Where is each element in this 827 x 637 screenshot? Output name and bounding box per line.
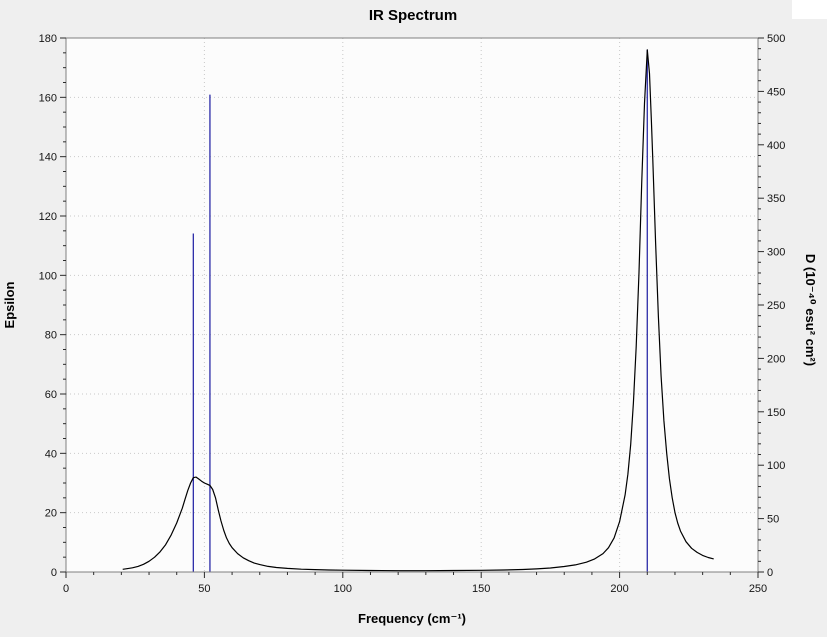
x-tick-label: 150 [472, 583, 490, 595]
window-corner [792, 0, 827, 19]
y-right-tick-label: 300 [767, 247, 785, 259]
right-axis-title: D (10⁻⁴⁰ esu² cm²) [803, 254, 818, 366]
y-right-tick-label: 0 [767, 567, 773, 579]
epsilon-curve [122, 49, 714, 572]
y-left-tick-label: 140 [39, 152, 57, 164]
y-right-tick-label: 400 [767, 140, 785, 152]
y-left-tick-label: 0 [51, 567, 57, 579]
x-axis-title: Frequency (cm⁻¹) [358, 611, 466, 626]
y-left-tick-label: 160 [39, 92, 57, 104]
y-right-tick-label: 500 [767, 33, 785, 45]
y-left-tick-label: 80 [45, 330, 57, 342]
tick-labels: 0 50 100 150 200 2500204060801001201401601800… [39, 33, 786, 595]
y-left-tick-label: 20 [45, 508, 57, 520]
chart-layers: 0 50 100 150 200 2500204060801001201401601800… [39, 0, 827, 595]
y-right-tick-label: 150 [767, 407, 785, 419]
y-right-tick-label: 350 [767, 193, 785, 205]
y-right-tick-label: 200 [767, 353, 785, 365]
x-tick-label: 0 [63, 583, 69, 595]
x-tick-label: 250 [749, 583, 767, 595]
y-right-tick-label: 250 [767, 300, 785, 312]
y-left-tick-label: 60 [45, 389, 57, 401]
y-right-tick-label: 100 [767, 460, 785, 472]
y-left-tick-label: 100 [39, 270, 57, 282]
left-axis-title: Epsilon [2, 281, 17, 328]
ir-intensity-stems [192, 49, 648, 572]
y-left-tick-label: 180 [39, 33, 57, 45]
y-left-tick-label: 40 [45, 448, 57, 460]
y-right-tick-label: 450 [767, 86, 785, 98]
y-right-tick-label: 50 [767, 514, 779, 526]
x-tick-label: 200 [610, 583, 628, 595]
x-tick-label: 100 [334, 583, 352, 595]
x-tick-label: 50 [198, 583, 210, 595]
tick-marks [60, 37, 764, 578]
plot-canvas[interactable] [66, 38, 758, 572]
y-left-tick-label: 120 [39, 211, 57, 223]
chart-title: IR Spectrum [369, 7, 457, 24]
